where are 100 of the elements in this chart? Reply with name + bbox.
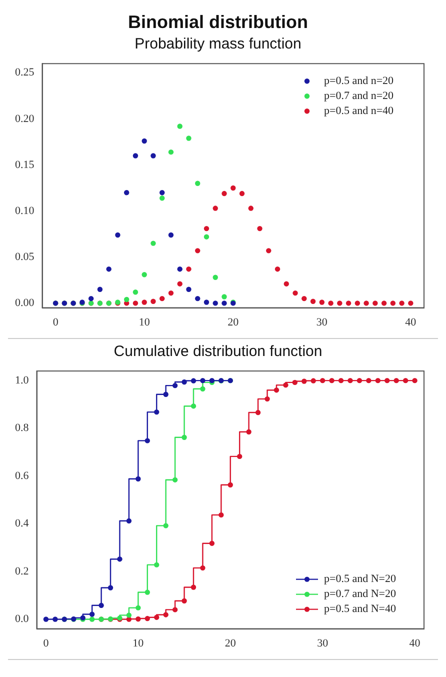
point [200,565,206,571]
point [154,409,160,415]
point [117,556,122,562]
point [126,612,132,618]
point [292,380,298,386]
point [186,266,192,272]
x-tick-label: 30 [317,637,329,650]
point [172,477,178,482]
x-tick-label: 20 [228,316,240,328]
point [195,180,200,186]
point [266,248,272,254]
point [163,523,168,528]
point [402,378,408,384]
point [150,153,156,158]
point [150,298,156,304]
point [319,300,325,305]
point [222,294,227,300]
x-tick-label: 20 [224,637,236,650]
y-tick-label: 1.0 [15,374,30,386]
point [329,378,334,384]
point [200,386,206,392]
point [168,290,174,296]
point [236,454,242,460]
legend-label: p=0.5 and n=40 [324,104,394,117]
point [182,434,187,440]
chart-subtitle: Probability mass function [134,36,302,53]
point [89,612,95,617]
point [88,296,94,302]
point [200,378,206,384]
point [144,590,150,595]
point [182,379,187,385]
point [136,476,141,482]
point [136,616,141,622]
point [356,378,362,384]
legend-label: p=0.5 and N=20 [324,573,396,586]
point [168,232,174,238]
point [97,286,103,292]
point [399,300,404,306]
point [160,296,165,302]
point [186,286,192,292]
point [284,281,289,286]
point [239,190,245,196]
point [302,296,307,302]
point [310,378,316,384]
point [177,266,182,272]
y-tick-label: 0.25 [15,66,35,79]
point [212,300,218,306]
x-tick-label: 40 [409,637,421,650]
point [228,482,233,488]
point [212,274,218,280]
point [43,616,49,622]
point [354,300,360,306]
point [154,562,160,568]
y-tick-label: 0.8 [15,422,30,434]
point [310,298,316,304]
point [337,300,342,306]
point [204,300,210,305]
y-tick-label: 0.0 [15,613,30,626]
point [381,300,387,306]
x-tick-label: 10 [132,637,144,650]
point [274,266,280,272]
y-tick-label: 0.2 [15,565,29,578]
point [246,429,252,434]
y-tick-label: 0.20 [15,112,35,125]
y-tick-label: 0.05 [15,251,35,264]
point [408,300,414,306]
point [108,585,114,590]
point [124,190,130,196]
point [204,226,210,232]
point [212,206,218,211]
point [136,605,141,610]
point [154,614,160,620]
point [230,185,236,191]
point [126,518,132,524]
point [209,540,215,546]
point [142,138,147,144]
point [195,248,200,254]
point [168,149,174,155]
point [190,378,196,384]
point [172,607,178,612]
point [142,272,147,278]
point [186,136,192,141]
point [115,232,120,238]
y-tick-label: 0.10 [15,204,35,217]
point [132,153,138,158]
x-tick-label: 0 [52,316,59,328]
point [222,300,227,306]
y-tick-label: 0.4 [15,518,30,530]
legend-label: p=0.5 and n=20 [324,74,394,87]
point [248,206,254,211]
point [163,392,168,397]
legend-label: p=0.5 and N=40 [324,603,396,616]
point [364,300,369,306]
point [302,378,307,384]
point [163,612,168,618]
point [142,300,147,305]
point [190,584,196,590]
point [394,378,399,384]
point [338,378,344,384]
point [190,403,196,409]
